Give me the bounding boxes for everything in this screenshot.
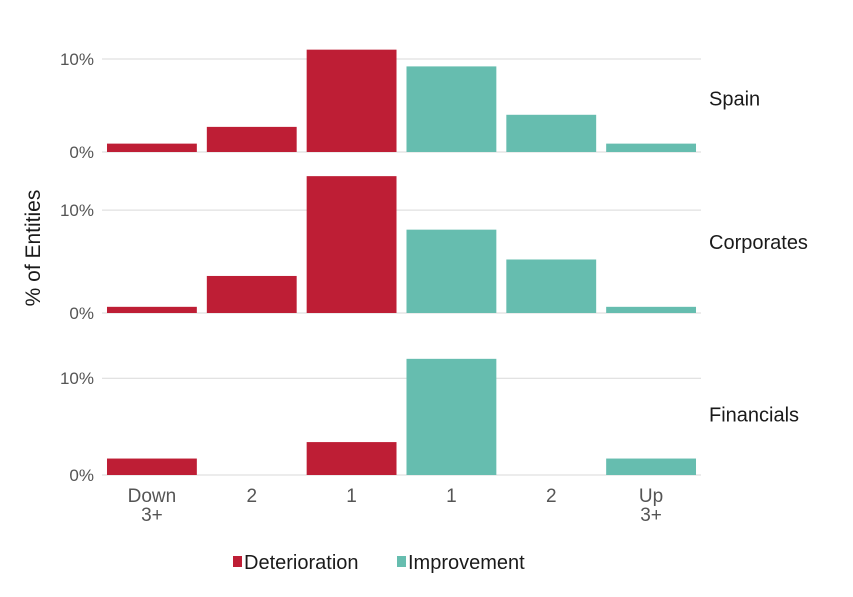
bar-spain-4 — [506, 114, 597, 152]
x-tick-label: 1 — [346, 486, 357, 507]
x-tick-label: 2 — [546, 486, 557, 507]
bar-spain-5 — [606, 143, 697, 152]
y-tick-label: 0% — [69, 143, 94, 162]
x-tick-label: 2 — [246, 486, 257, 507]
x-tick-label: 1 — [446, 486, 457, 507]
facet-label-financials: Financials — [709, 405, 799, 427]
legend-swatch-improvement — [397, 556, 406, 567]
panel-financials: 0% 10% Financials — [60, 358, 799, 485]
bar-corporates-3 — [406, 229, 497, 313]
bar-spain-0 — [106, 143, 197, 152]
bar-spain-2 — [306, 49, 397, 152]
bar-corporates-0 — [106, 306, 197, 313]
bar-corporates-5 — [606, 306, 697, 313]
bar-financials-5 — [606, 458, 697, 475]
y-tick-label: 0% — [69, 304, 94, 323]
y-axis-label: % of Entities — [22, 190, 45, 307]
bar-financials-0 — [106, 458, 197, 475]
legend-label-deterioration: Deterioration — [244, 552, 359, 574]
facet-label-spain: Spain — [709, 89, 760, 111]
bar-financials-3 — [406, 358, 497, 475]
y-tick-label: 10% — [60, 369, 94, 388]
bar-corporates-2 — [306, 176, 397, 313]
bar-corporates-4 — [506, 259, 597, 313]
panel-spain: 0% 10% Spain — [60, 49, 760, 162]
bar-spain-1 — [206, 126, 297, 152]
facet-label-corporates: Corporates — [709, 232, 808, 254]
y-tick-label: 10% — [60, 50, 94, 69]
y-tick-label: 10% — [60, 201, 94, 220]
legend: Deterioration Improvement — [233, 552, 525, 574]
bar-financials-2 — [306, 442, 397, 475]
bar-spain-3 — [406, 66, 497, 152]
chart-panels: 0% 10% Spain 0% 10% Corporates 0% 10% Financials — [60, 49, 808, 485]
x-axis: Down 3+ 2 1 1 2 Up 3+ — [128, 486, 664, 526]
bar-corporates-1 — [206, 275, 297, 313]
panel-corporates: 0% 10% Corporates — [60, 176, 808, 323]
x-tick-label: Down 3+ — [128, 486, 177, 526]
legend-swatch-deterioration — [233, 556, 242, 567]
legend-label-improvement: Improvement — [408, 552, 525, 574]
y-tick-label: 0% — [69, 466, 94, 485]
x-tick-label: Up 3+ — [639, 486, 663, 526]
